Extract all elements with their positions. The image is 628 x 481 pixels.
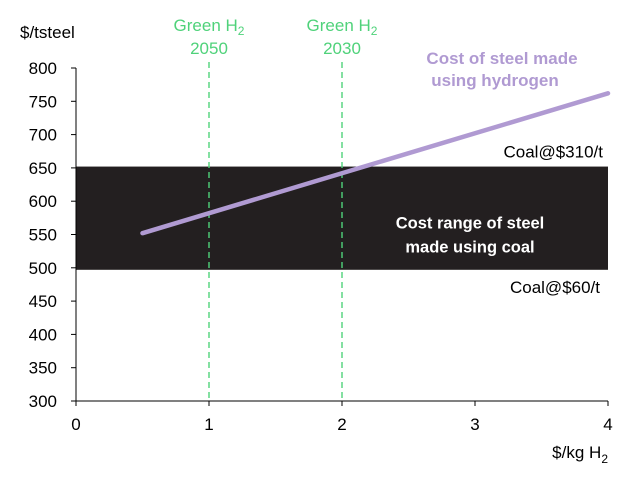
hydrogen-label-line-2: using hydrogen	[431, 71, 559, 90]
hydrogen-label-line-1: Cost of steel made	[426, 49, 577, 68]
green-h2-label-subscript: 2	[371, 24, 378, 38]
y-tick-label: 550	[29, 226, 57, 245]
green-h2-year-2050: 2050	[190, 39, 228, 58]
coal-low-label: Coal@$60/t	[510, 278, 600, 297]
band-label-line-2: made using coal	[405, 239, 534, 257]
y-tick-label: 450	[29, 292, 57, 311]
y-tick-label: 600	[29, 192, 57, 211]
green-h2-label-main: Green H	[307, 16, 371, 35]
x-axis-title: $/kg H2	[552, 443, 608, 466]
coal-high-label: Coal@$310/t	[504, 143, 604, 162]
y-tick-label: 800	[29, 59, 57, 78]
x-tick-label: 3	[470, 415, 479, 434]
y-tick-label: 750	[29, 92, 57, 111]
y-tick-label: 400	[29, 325, 57, 344]
x-axis-ticks: 0 1 2 3 4	[71, 401, 613, 434]
x-axis-title-main: $/kg H	[552, 443, 601, 462]
y-tick-label: 500	[29, 259, 57, 278]
x-tick-label: 0	[71, 415, 80, 434]
hydrogen-cost-line	[140, 91, 611, 236]
y-axis-title: $/tsteel	[20, 23, 75, 42]
green-h2-label-subscript: 2	[238, 24, 245, 38]
green-h2-year-2030: 2030	[323, 39, 361, 58]
x-tick-label: 1	[204, 415, 213, 434]
green-h2-label-2030: Green H2	[307, 16, 378, 38]
y-tick-label: 300	[29, 392, 57, 411]
x-tick-label: 2	[337, 415, 346, 434]
y-tick-label: 700	[29, 126, 57, 145]
x-axis-title-subscript: 2	[601, 452, 608, 466]
green-h2-label-main: Green H	[174, 16, 238, 35]
x-tick-label: 4	[603, 415, 612, 434]
band-label-line-1: Cost range of steel	[396, 215, 545, 233]
y-tick-label: 350	[29, 359, 57, 378]
y-tick-label: 650	[29, 159, 57, 178]
green-h2-label-2050: Green H2	[174, 16, 245, 38]
y-axis-ticks: 300 350 400 450 500 550 600 650 700 750 800	[29, 59, 76, 411]
